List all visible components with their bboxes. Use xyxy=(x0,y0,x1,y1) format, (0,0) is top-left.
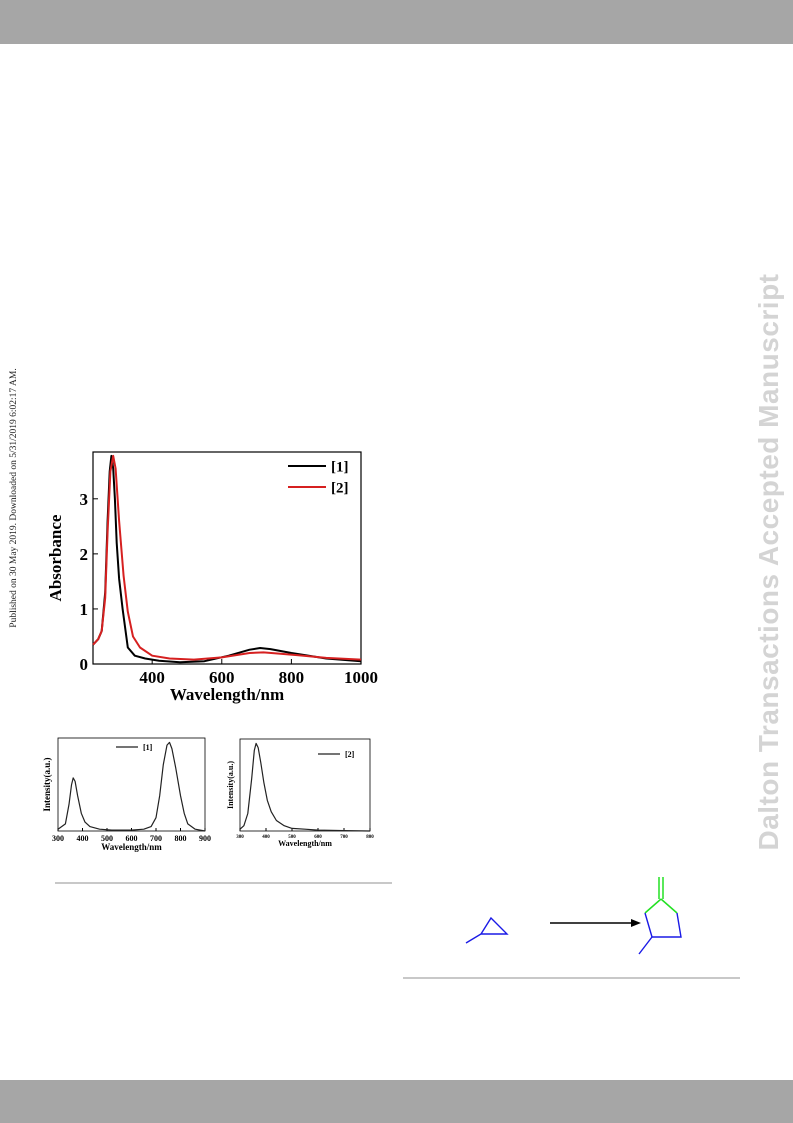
absorbance-chart: 400 600 800 1000 0 1 2 3 Wavelength/nm Absorbance… xyxy=(46,451,378,704)
y-axis-label: Absorbance xyxy=(46,514,65,601)
x-axis-label: Wavelength/nm xyxy=(278,839,332,848)
plot-frame xyxy=(92,451,362,665)
section-rule-left xyxy=(55,882,392,884)
x-tick-label: 800 xyxy=(279,668,305,687)
reaction-scheme xyxy=(465,877,682,955)
legend-label: [1] xyxy=(143,743,153,752)
cyclopropyl-structure xyxy=(465,916,509,944)
cyclopentyl-structure xyxy=(638,912,682,955)
y-tick-label: 1 xyxy=(80,600,89,619)
y-tick-label: 0 xyxy=(80,655,89,674)
y-axis-label: Intensity(a.u.) xyxy=(42,757,52,811)
top-banner xyxy=(0,0,793,44)
x-tick-label: 400 xyxy=(139,668,165,687)
plot-frame xyxy=(57,737,206,832)
publication-note: Published on 30 May 2019. Downloaded on … xyxy=(9,368,19,628)
bottom-banner xyxy=(0,1080,793,1123)
series-line xyxy=(239,742,371,832)
series-line xyxy=(92,454,362,661)
series-line xyxy=(57,741,206,832)
legend-label: [2] xyxy=(345,750,355,759)
legend-label: [1] xyxy=(331,459,349,475)
arrow-head xyxy=(631,919,641,927)
x-tick-label: 800 xyxy=(175,834,187,843)
x-tick-label: 500 xyxy=(101,834,113,843)
x-tick-label: 700 xyxy=(340,835,348,840)
x-tick-label: 300 xyxy=(236,835,244,840)
x-tick-label: 600 xyxy=(314,835,322,840)
x-tick-label: 400 xyxy=(77,834,89,843)
y-tick-label: 3 xyxy=(80,490,89,509)
x-tick-label: 500 xyxy=(288,835,296,840)
x-tick-label: 300 xyxy=(52,834,64,843)
plot-frame xyxy=(239,738,371,832)
y-axis-label: Intensity(a.u.) xyxy=(226,761,235,809)
x-tick-label: 400 xyxy=(262,835,270,840)
x-tick-label: 600 xyxy=(209,668,235,687)
x-tick-label: 700 xyxy=(150,834,162,843)
emission-chart-2: 300 400 500 600 700 800 Wavelength/nm Intensity… xyxy=(226,738,374,848)
x-tick-label: 600 xyxy=(126,834,138,843)
x-tick-label: 900 xyxy=(199,834,211,843)
methylene-group xyxy=(644,877,678,914)
x-axis-label: Wavelength/nm xyxy=(170,685,284,704)
watermark-text: Dalton Transactions Accepted Manuscript xyxy=(753,273,784,851)
x-axis-label: Wavelength/nm xyxy=(101,842,162,852)
emission-chart-1: 300 400 500 600 700 800 900 Wavelength/nm Intens… xyxy=(42,737,211,852)
section-rule-right xyxy=(403,977,740,979)
x-tick-label: 1000 xyxy=(344,668,378,687)
y-tick-label: 2 xyxy=(80,545,89,564)
legend-label: [2] xyxy=(331,480,349,496)
x-tick-label: 800 xyxy=(366,835,374,840)
